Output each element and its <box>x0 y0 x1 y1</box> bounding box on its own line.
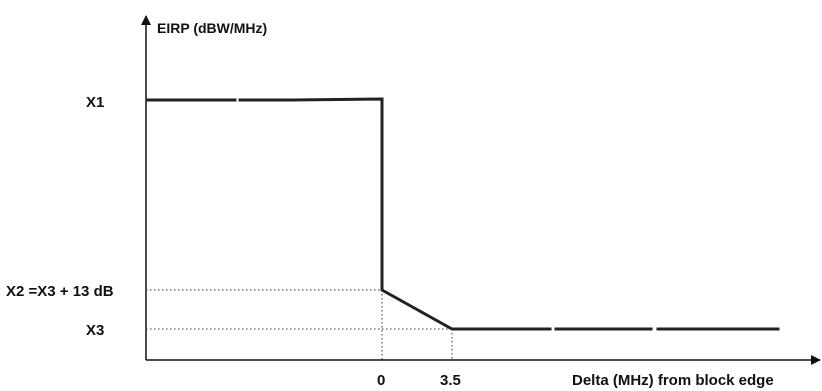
x-tick-3-5: 3.5 <box>440 372 461 389</box>
y-axis-title: EIRP (dBW/MHz) <box>157 20 267 36</box>
y-tick-x1: X1 <box>86 94 104 111</box>
y-tick-x2: X2 =X3 + 13 dB <box>6 283 114 300</box>
eirp-mask-series <box>145 97 780 331</box>
mask-main-curve <box>238 97 552 331</box>
x-tick-0: 0 <box>377 372 385 389</box>
x-axis-title: Delta (MHz) from block edge <box>572 372 774 389</box>
y-tick-x3: X3 <box>86 322 104 339</box>
